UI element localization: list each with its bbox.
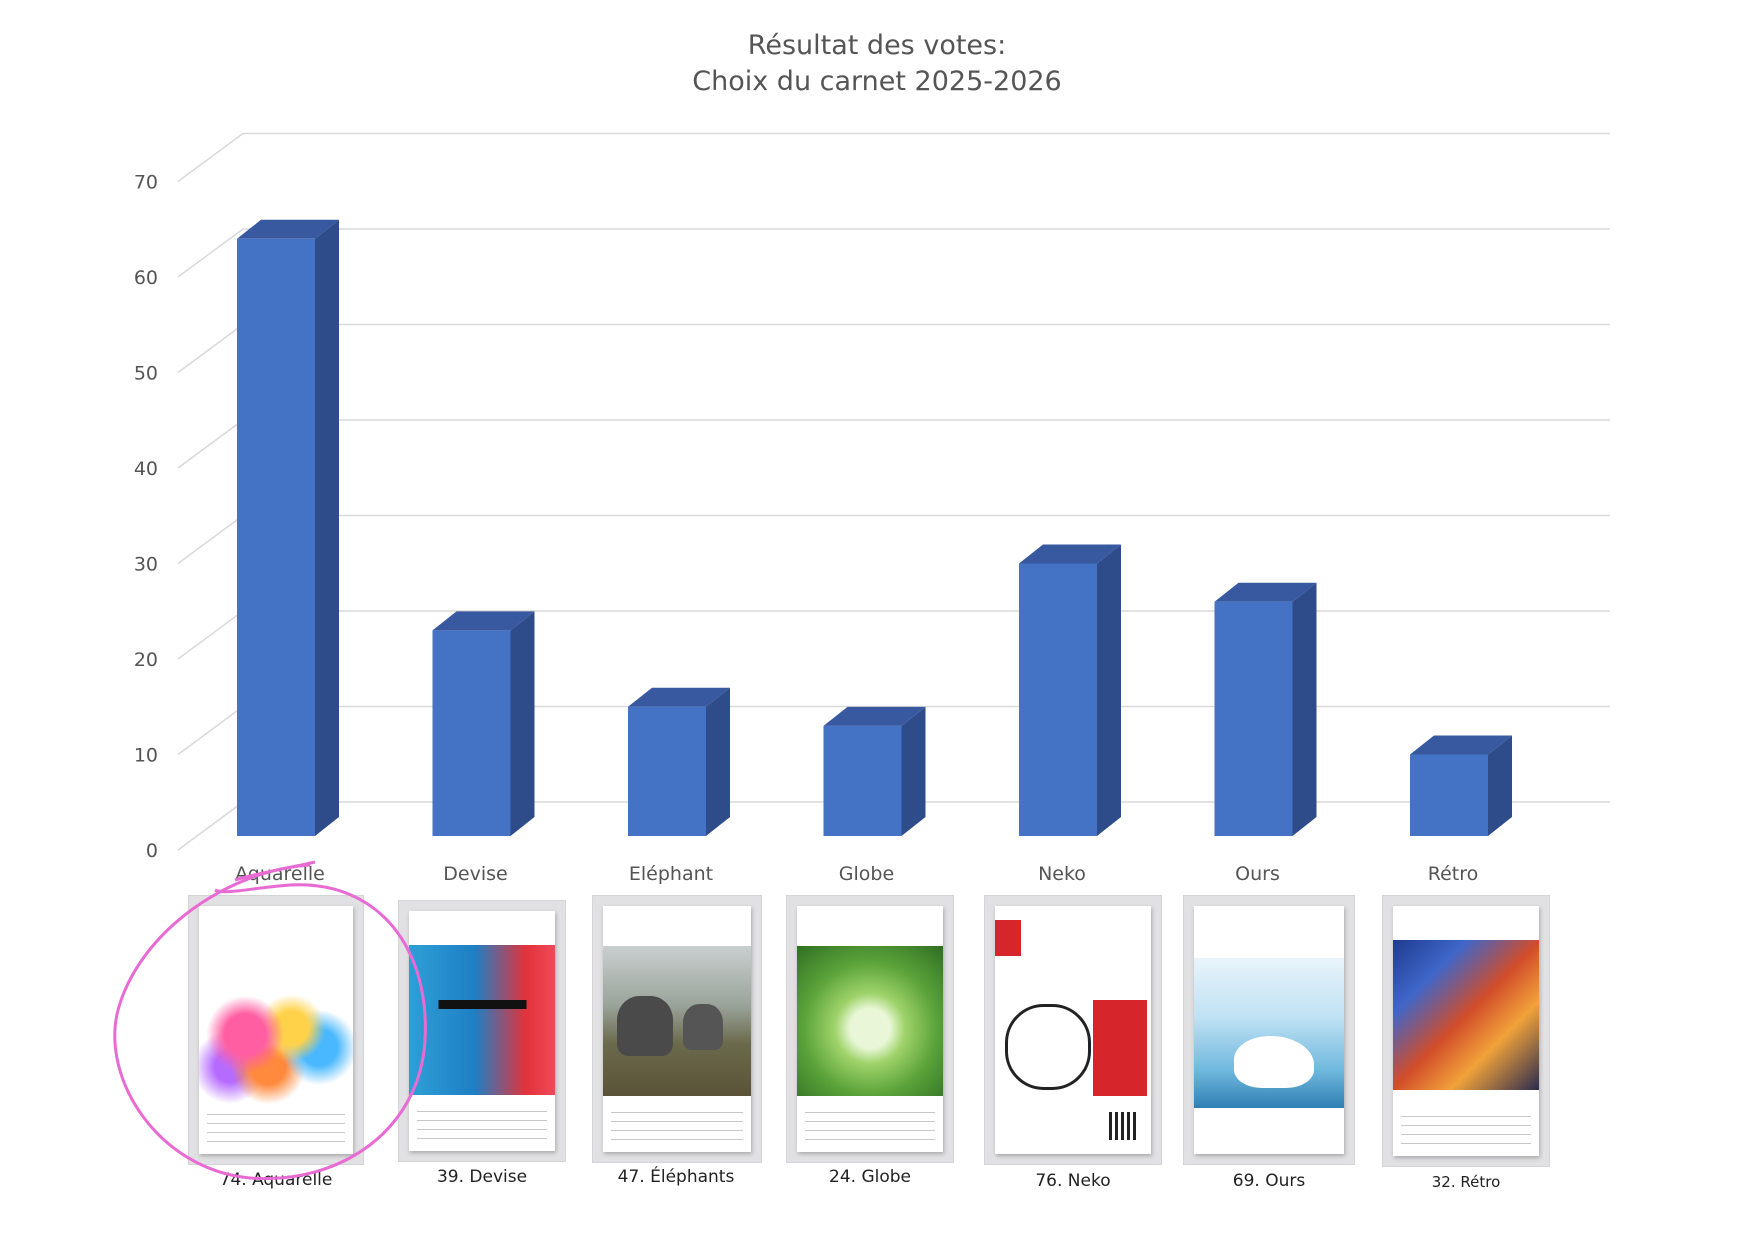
- bar: [628, 706, 706, 836]
- gridline-depth: [177, 801, 244, 851]
- bar-top: [1214, 582, 1317, 602]
- bar: [1019, 563, 1097, 836]
- y-tick-label: 10: [134, 745, 158, 767]
- cover-caption: 74. Aquarelle: [219, 1170, 333, 1190]
- chart-subtitle: Choix du carnet 2025-2026: [692, 66, 1062, 97]
- cover-art-elephants: [603, 946, 751, 1096]
- y-tick-label: 50: [134, 363, 158, 385]
- cover-form-lines: [417, 1103, 547, 1143]
- gridline-depth: [177, 514, 244, 565]
- x-tick-label: Neko: [1038, 863, 1086, 885]
- bar-top: [1019, 544, 1121, 564]
- cover-form-lines: [1401, 1108, 1531, 1148]
- cover-retro: [1382, 895, 1550, 1167]
- gridline-depth: [177, 419, 244, 469]
- bar-top: [432, 611, 535, 631]
- gridline-depth: [177, 323, 244, 374]
- cover-caption: 39. Devise: [436, 1167, 528, 1187]
- x-tick-label: Ours: [1235, 863, 1280, 885]
- cover-art-watercolor: [199, 976, 353, 1106]
- y-tick-label: 0: [146, 840, 158, 862]
- bar-side: [315, 219, 339, 837]
- x-tick-label: Rétro: [1428, 863, 1479, 885]
- bar-top: [628, 687, 730, 707]
- cover-art-neko: [995, 914, 1151, 1104]
- cover-caption: 69. Ours: [1232, 1171, 1306, 1191]
- y-tick-label: 30: [134, 554, 158, 576]
- cover-caption: 32. Rétro: [1431, 1173, 1501, 1191]
- bar-side: [1292, 582, 1317, 836]
- cover-elephants: [592, 895, 762, 1163]
- qr-code-icon: [1109, 1112, 1137, 1140]
- cover-caption: 76. Neko: [1035, 1171, 1111, 1191]
- bar: [1410, 754, 1488, 836]
- cover-art-polar-bear: [1194, 958, 1344, 1108]
- cover-art-globe: [797, 946, 943, 1096]
- gridline-depth: [177, 610, 244, 660]
- cover-devise: ▬▬▬: [398, 900, 566, 1162]
- gridline-depth: [177, 132, 244, 183]
- chart-title: Résultat des votes:: [747, 30, 1007, 61]
- y-tick-label: 60: [134, 267, 158, 289]
- x-tick-label: Globe: [839, 863, 894, 885]
- bar-top: [1410, 735, 1512, 755]
- cover-form-lines: [207, 1106, 345, 1146]
- cover-ours: [1183, 895, 1355, 1165]
- bar-side: [706, 687, 730, 836]
- bar: [237, 238, 315, 837]
- x-tick-label: Eléphant: [629, 863, 713, 885]
- bar-top: [237, 219, 339, 239]
- cover-art-retro: [1393, 940, 1539, 1090]
- x-tick-label: Aquarelle: [235, 863, 325, 885]
- cover-form-lines: [611, 1104, 743, 1144]
- bar: [1214, 601, 1293, 836]
- cover-art-devise: ▬▬▬: [409, 945, 555, 1095]
- y-tick-label: 20: [134, 649, 158, 671]
- bar-side: [901, 706, 926, 836]
- bar-side: [510, 611, 535, 836]
- y-tick-label: 40: [134, 458, 158, 480]
- bar-side: [1488, 735, 1512, 836]
- bar: [432, 630, 511, 836]
- cover-form-lines: [805, 1104, 935, 1144]
- cover-globe: [786, 895, 954, 1163]
- cover-neko: [984, 895, 1162, 1165]
- gridline-depth: [177, 228, 244, 278]
- cover-caption: 47. Éléphants: [617, 1167, 735, 1187]
- bar-side: [1097, 544, 1121, 836]
- x-tick-label: Devise: [443, 863, 507, 885]
- cover-aquarelle: [188, 895, 364, 1165]
- cover-caption: 24. Globe: [829, 1167, 911, 1187]
- y-tick-label: 70: [134, 172, 158, 194]
- gridline-depth: [177, 705, 244, 756]
- bar: [823, 725, 902, 836]
- bar-top: [823, 706, 926, 726]
